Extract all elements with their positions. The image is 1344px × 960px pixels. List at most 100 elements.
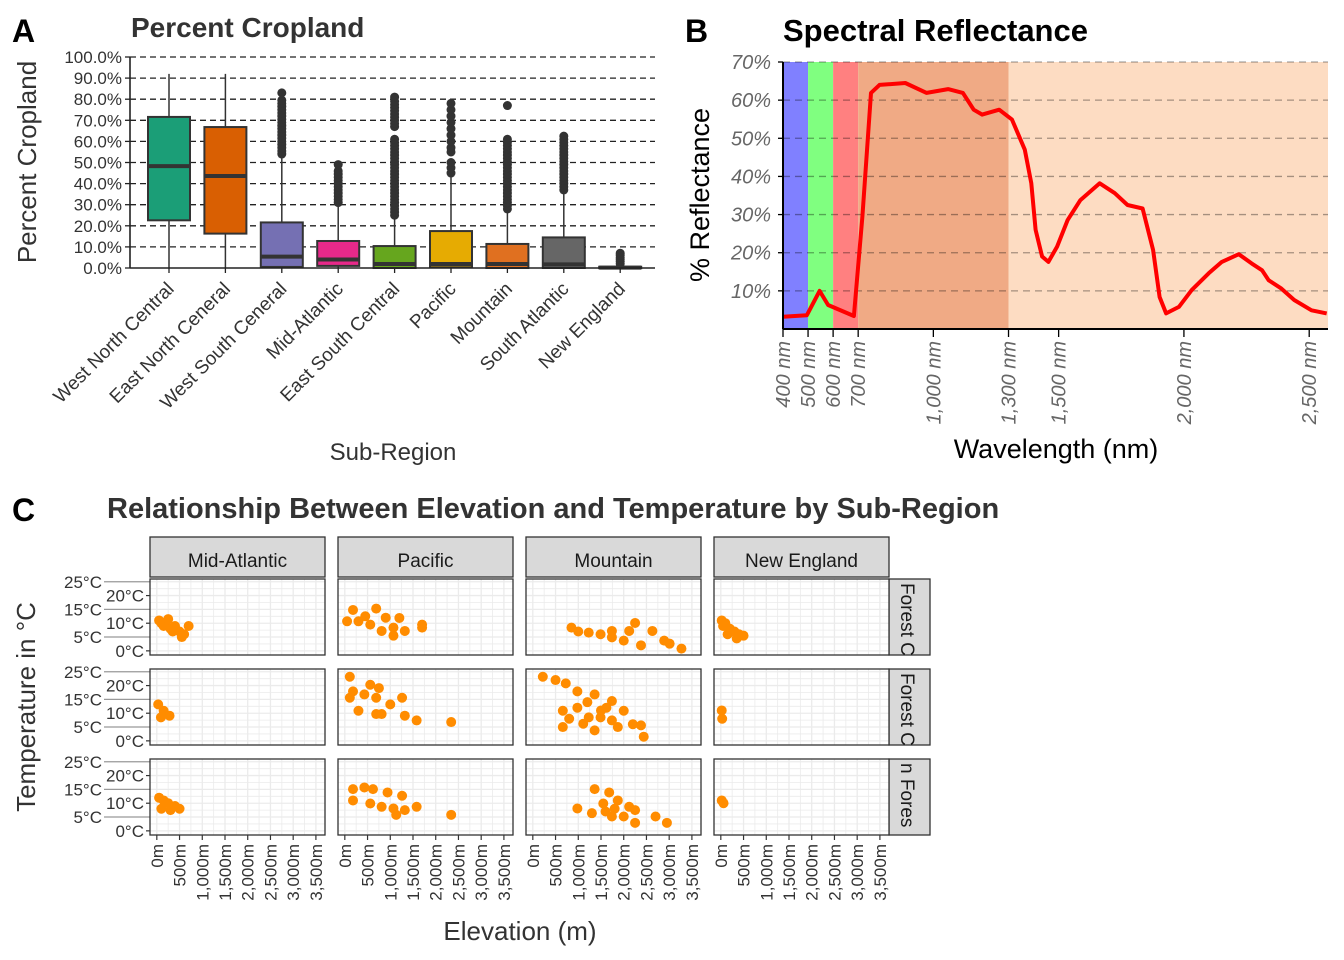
x-tick-label: 3,000m	[284, 844, 303, 901]
scatter-point	[373, 683, 384, 694]
scatter-point	[167, 626, 178, 637]
y-tick-label: 5°C	[73, 628, 102, 647]
outlier-point	[446, 130, 456, 140]
x-tick-label: 3,500m	[871, 844, 890, 901]
x-tick-label: 0m	[336, 844, 355, 868]
y-tick-label: 0°C	[115, 732, 144, 751]
scatter-point	[636, 640, 646, 651]
spectral-band	[833, 62, 859, 329]
scatter-point	[630, 617, 641, 628]
scatter-point	[560, 678, 571, 689]
scatter-point	[368, 784, 378, 795]
scatter-point	[399, 625, 410, 636]
facet-panel-border	[337, 758, 514, 836]
x-tick-label: 3,000m	[472, 844, 491, 901]
outlier-point	[390, 134, 400, 144]
scatter-point	[661, 817, 672, 828]
scatter-point	[371, 603, 382, 614]
scatter-point	[557, 722, 568, 733]
scatter-point	[165, 805, 176, 816]
y-tick-label: 20°C	[106, 677, 144, 696]
scatter-point	[647, 625, 658, 636]
panel-a-xlabel: Sub-Region	[330, 439, 457, 466]
scatter-point	[589, 725, 600, 736]
outlier-point	[502, 134, 512, 144]
facet-label: Forest C	[896, 583, 917, 656]
box	[203, 126, 248, 235]
scatter-point	[630, 817, 641, 828]
scatter-point	[397, 790, 408, 801]
x-tick-label: 2,000 nm	[1174, 341, 1196, 425]
scatter-point	[353, 705, 364, 716]
x-tick-label: 3,500m	[307, 844, 326, 901]
y-tick-label: 30.0%	[74, 196, 122, 215]
scatter-point	[371, 692, 382, 703]
facet-panel-border	[149, 578, 326, 656]
spectral-band	[858, 62, 1009, 329]
outlier-point	[446, 111, 456, 121]
outlier-point	[446, 136, 456, 146]
scatter-point	[183, 620, 194, 631]
y-tick-label: 0°C	[115, 642, 144, 661]
outlier-point	[333, 160, 343, 170]
y-tick-label: 5°C	[73, 808, 102, 827]
x-tick-label: 3,500m	[683, 844, 702, 901]
panel-a-ylabel: Percent Cropland	[12, 61, 42, 263]
outlier-point	[559, 131, 569, 141]
scatter-point	[583, 627, 594, 638]
facet-strip-top	[149, 536, 326, 578]
x-tick-label: 1,500m	[404, 844, 423, 901]
facet-panel-border	[525, 578, 702, 656]
y-tick-label: 90.0%	[74, 69, 122, 88]
outlier-point	[446, 105, 456, 115]
y-tick-label: 100.0%	[64, 48, 122, 67]
y-tick-label: 50%	[731, 128, 771, 150]
x-tick-label: 3,000m	[660, 844, 679, 901]
y-tick-label: 25°C	[64, 663, 102, 682]
outlier-point	[502, 101, 512, 111]
facet-panel-border	[337, 668, 514, 746]
outlier-point	[446, 98, 456, 108]
x-tick-label: 500m	[735, 844, 754, 887]
scatter-point	[606, 696, 617, 707]
outlier-point	[277, 95, 287, 105]
panel-b-xlabel: Wavelength (nm)	[954, 434, 1159, 464]
facet-label: Pacific	[398, 551, 454, 572]
y-tick-label: 5°C	[73, 718, 102, 737]
scatter-point	[348, 795, 358, 806]
y-tick-label: 10.0%	[74, 238, 122, 257]
facet-panel-border	[713, 578, 890, 656]
panel-c-plot: Mid-Atlantic Pacific Mountain New England Fo…	[64, 536, 931, 901]
y-tick-label: 10°C	[106, 614, 144, 633]
x-tick-label: 500m	[171, 844, 190, 887]
x-tick-label: 1,000m	[193, 844, 212, 901]
facet-label: n Fores	[896, 763, 917, 827]
scatter-point	[676, 643, 687, 654]
scatter-point	[365, 679, 376, 690]
scatter-point	[155, 712, 166, 723]
y-tick-label: 60.0%	[74, 132, 122, 151]
scatter-point	[596, 705, 606, 716]
scatter-point	[638, 731, 649, 742]
scatter-point	[417, 622, 428, 633]
y-tick-label: 20°C	[106, 767, 144, 786]
scatter-point	[399, 710, 410, 721]
x-tick-label: 600 nm	[823, 341, 845, 408]
y-tick-label: 20°C	[106, 587, 144, 606]
x-tick-label: 2,500m	[825, 844, 844, 901]
facet-panel-border	[149, 668, 326, 746]
reflectance-line	[782, 81, 1328, 319]
scatter-point	[164, 710, 175, 721]
scatter-point	[344, 671, 355, 682]
x-tick-label: 3,500m	[495, 844, 514, 901]
outlier-point	[446, 158, 456, 167]
scatter-point	[388, 630, 399, 641]
scatter-point	[572, 686, 583, 697]
scatter-point	[397, 692, 408, 703]
scatter-point	[606, 625, 617, 636]
spectral-band	[808, 62, 834, 329]
facet-panel-border	[713, 758, 890, 836]
panel-a-title: Percent Cropland	[131, 12, 364, 43]
scatter-point	[537, 671, 548, 682]
x-tick-label: 2,000m	[615, 844, 634, 901]
